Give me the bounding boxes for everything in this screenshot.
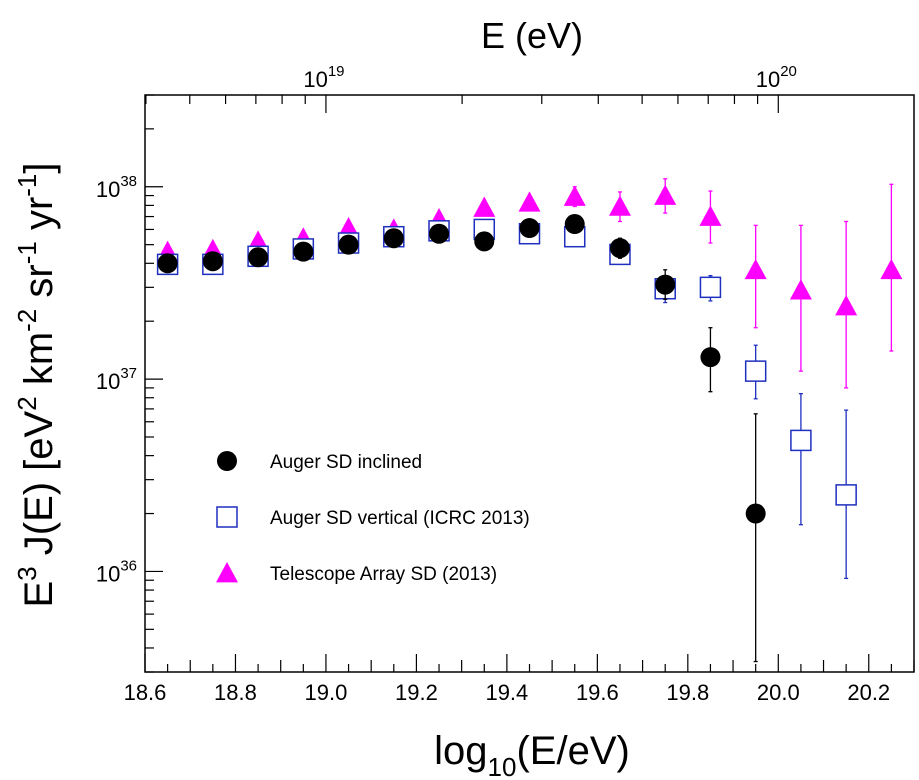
x-tick-label: 19.6 bbox=[576, 680, 619, 705]
y-tick-label: 1036 bbox=[96, 557, 137, 586]
data-point bbox=[655, 274, 676, 295]
legend-label: Telescope Array SD (2013) bbox=[270, 564, 497, 585]
legend: Auger SD inclined Auger SD vertical (ICRC… bbox=[216, 451, 530, 585]
x-axis-title-base: log bbox=[434, 729, 487, 773]
data-point bbox=[473, 196, 496, 217]
data-point bbox=[835, 294, 858, 316]
data-point bbox=[700, 347, 721, 368]
series-triangle bbox=[156, 178, 903, 389]
top-tick-label: 1019 bbox=[303, 63, 344, 92]
legend-marker bbox=[216, 562, 238, 583]
data-point bbox=[835, 484, 857, 506]
y-title-j: J(E) [eV bbox=[17, 410, 61, 566]
x-axis-title-rest: (E/eV) bbox=[516, 729, 629, 773]
data-point bbox=[202, 251, 223, 272]
y-title-close: ] bbox=[17, 162, 61, 173]
top-axis-tick-labels: 1019 1020 bbox=[303, 63, 797, 92]
y-title-e: E bbox=[17, 581, 61, 608]
x-tick-label: 19.0 bbox=[305, 680, 348, 705]
x-tick-label: 19.2 bbox=[395, 680, 438, 705]
data-point bbox=[518, 191, 541, 212]
x-tick-label: 20.0 bbox=[757, 680, 800, 705]
y-tick-label: 1038 bbox=[96, 173, 137, 202]
y-axis-title: E3 J(E) [eV2 km-2 sr-1 yr-1] bbox=[12, 162, 61, 607]
series-circle bbox=[157, 214, 766, 663]
y-title-ev-sup: 2 bbox=[12, 396, 42, 410]
y-title-sr: sr bbox=[17, 264, 61, 308]
data-series bbox=[156, 178, 903, 663]
x-axis-title-sub: 10 bbox=[488, 752, 517, 780]
plot-border bbox=[144, 94, 915, 673]
x-tick-label: 19.4 bbox=[485, 680, 528, 705]
data-point bbox=[745, 503, 766, 524]
x-axis-title: log10(E/eV) bbox=[434, 729, 630, 780]
data-point bbox=[338, 234, 359, 255]
y-tick-labels: 1036 1037 1038 bbox=[96, 173, 137, 587]
data-point bbox=[474, 231, 495, 252]
x-tick-label: 19.8 bbox=[666, 680, 709, 705]
x-tick-label: 20.2 bbox=[847, 680, 890, 705]
data-point bbox=[563, 185, 586, 206]
data-point bbox=[429, 223, 450, 244]
top-axis-title: E (eV) bbox=[481, 15, 583, 56]
top-tick-label: 1020 bbox=[756, 63, 797, 92]
data-point bbox=[564, 214, 585, 235]
data-point bbox=[519, 218, 540, 239]
data-point bbox=[744, 360, 767, 382]
x-tick-label: 18.6 bbox=[124, 680, 167, 705]
legend-label: Auger SD inclined bbox=[270, 452, 422, 473]
y-title-e-sup: 3 bbox=[12, 566, 42, 580]
legend-label: Auger SD vertical (ICRC 2013) bbox=[270, 508, 530, 529]
x-tick-label: 18.8 bbox=[214, 680, 257, 705]
legend-marker bbox=[216, 506, 238, 528]
y-title-yr: yr bbox=[17, 197, 61, 241]
data-point bbox=[744, 258, 767, 280]
data-point bbox=[789, 279, 812, 300]
data-point bbox=[608, 195, 631, 216]
data-point bbox=[654, 184, 677, 205]
data-point bbox=[293, 241, 314, 262]
y-title-km: km bbox=[17, 332, 61, 396]
data-point bbox=[880, 258, 903, 280]
axis-ticks bbox=[144, 94, 915, 673]
data-point bbox=[699, 205, 722, 226]
y-title-km-sup: -2 bbox=[12, 309, 42, 332]
y-title-sr-sup: -1 bbox=[12, 241, 42, 264]
data-point bbox=[248, 247, 269, 268]
x-tick-labels: 18.6 18.8 19.0 19.2 19.4 19.6 19.8 20.0 20.2 bbox=[124, 680, 891, 705]
data-point bbox=[609, 238, 630, 259]
legend-marker bbox=[217, 451, 237, 471]
plot-frame bbox=[144, 94, 915, 673]
data-point bbox=[383, 228, 404, 249]
data-point bbox=[790, 429, 812, 452]
data-point bbox=[157, 253, 178, 274]
data-point bbox=[699, 276, 722, 299]
y-tick-label: 1037 bbox=[96, 365, 137, 394]
y-title-yr-sup: -1 bbox=[12, 174, 42, 197]
